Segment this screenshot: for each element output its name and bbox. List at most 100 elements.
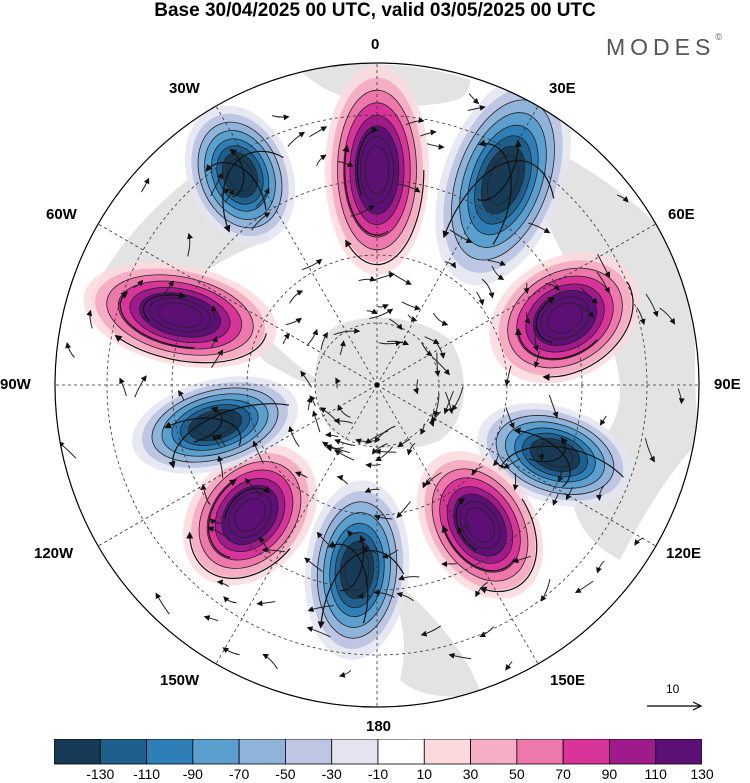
wind-arrow: [596, 271, 610, 294]
colorbar-swatch: [516, 739, 564, 765]
wind-arrow: [424, 336, 440, 344]
wind-arrow: [512, 472, 519, 491]
wind-arrow: [338, 669, 352, 678]
wind-arrow: [216, 579, 230, 587]
wind-arrow: [434, 352, 441, 377]
anomaly-lobe: [83, 262, 277, 368]
wind-arrow: [407, 314, 418, 322]
wind-arrow: [532, 325, 539, 352]
colorbar-swatch: [146, 739, 194, 765]
colorbar-tick-label: 70: [555, 766, 571, 782]
lon-label-180: 180: [366, 718, 392, 735]
wind-arrow: [479, 626, 495, 637]
colorbar-tick-label: -50: [275, 766, 296, 782]
wind-arrow: [396, 501, 411, 519]
wind-arrow: [420, 625, 442, 637]
wind-arrow: [644, 438, 655, 463]
anomaly-lobe: [416, 451, 544, 599]
wind-arrow: [187, 232, 193, 257]
wind-arrow: [288, 425, 300, 447]
modes-logo: MODES©: [606, 32, 722, 61]
colorbar-tick-label: -130: [86, 766, 115, 782]
wind-arrow: [252, 440, 264, 464]
wind-arrow: [333, 417, 353, 424]
anomaly-lobe: [477, 403, 633, 507]
wind-arrow: [207, 526, 231, 541]
wind-arrow: [316, 154, 327, 166]
wind-arrow: [524, 312, 531, 325]
wind-arrow: [645, 293, 659, 318]
wind-arrow: [259, 536, 271, 554]
wind-arrow: [421, 342, 433, 357]
wind-arrow: [316, 531, 334, 549]
wind-arrow: [401, 301, 421, 311]
colorbar-swatch: [609, 739, 657, 765]
wind-arrow: [365, 430, 389, 444]
wind-arrow: [334, 439, 356, 446]
wind-arrow: [388, 318, 403, 331]
wind-arrow: [424, 472, 442, 486]
latitude-circle: [171, 179, 583, 591]
wind-arrow: [406, 442, 416, 456]
wind-arrow: [65, 342, 75, 358]
wind-arrow: [552, 494, 559, 506]
wind-arrow: [223, 596, 237, 604]
anomaly-lobe: [325, 65, 429, 275]
wind-arrow: [599, 415, 607, 426]
colorbar-tick-label: -70: [229, 766, 250, 782]
wind-arrow: [325, 444, 351, 454]
wind-arrow: [334, 450, 355, 461]
latitude-circle: [106, 114, 648, 656]
anomaly-shading: [83, 65, 641, 660]
wind-arrow: [339, 340, 346, 355]
wind-arrow: [468, 93, 480, 105]
wind-arrow: [538, 441, 545, 461]
wind-arrow: [545, 282, 560, 291]
anomaly-lobe: [304, 480, 410, 660]
wind-arrow: [357, 592, 372, 599]
wind-arrow: [86, 309, 93, 329]
colorbar-swatch: [470, 739, 518, 765]
wind-arrow: [210, 172, 223, 197]
wind-arrow: [271, 114, 290, 121]
wind-arrow: [677, 388, 685, 405]
colorbar-swatch: [377, 739, 425, 765]
wind-arrow: [365, 462, 381, 469]
wind-arrow: [595, 485, 605, 501]
wind-arrow: [397, 438, 411, 448]
reference-vector-arrow: [647, 701, 703, 711]
colorbar-tick-label: -110: [133, 766, 161, 782]
lon-label-30w: 30W: [169, 80, 200, 97]
reference-vector-label: 10: [666, 682, 680, 696]
lon-label-120e: 120E: [666, 545, 702, 562]
wind-arrow: [578, 303, 595, 318]
wind-arrow: [396, 591, 414, 602]
wind-arrow: [287, 131, 306, 147]
wind-arrow: [397, 183, 421, 193]
wind-arrow: [378, 340, 402, 347]
wind-arrow: [398, 574, 420, 581]
wind-arrow: [337, 161, 354, 167]
wind-arrow: [224, 189, 235, 204]
wind-arrow: [432, 312, 449, 326]
colorbar-tick-label: 130: [690, 766, 714, 782]
wind-arrow: [481, 278, 495, 299]
wind-arrow: [306, 626, 331, 638]
wind-arrow: [373, 514, 393, 521]
lon-label-60e: 60E: [668, 206, 695, 223]
colorbar-tick-label: -90: [182, 766, 203, 782]
wind-arrow: [565, 486, 574, 501]
wind-arrow: [597, 253, 611, 278]
wind-arrow: [375, 446, 393, 462]
wind-arrow: [491, 265, 505, 281]
wind-arrow: [210, 305, 217, 320]
wind-arrow: [301, 258, 323, 271]
colorbar-tick-label: -30: [321, 766, 342, 782]
wind-arrow: [306, 328, 319, 347]
colorbar-tick-label: 90: [601, 766, 618, 782]
colorbar-swatch: [562, 739, 610, 765]
copyright-mark: ©: [715, 32, 722, 43]
wind-arrow: [548, 394, 559, 419]
wind-arrow: [381, 549, 399, 559]
